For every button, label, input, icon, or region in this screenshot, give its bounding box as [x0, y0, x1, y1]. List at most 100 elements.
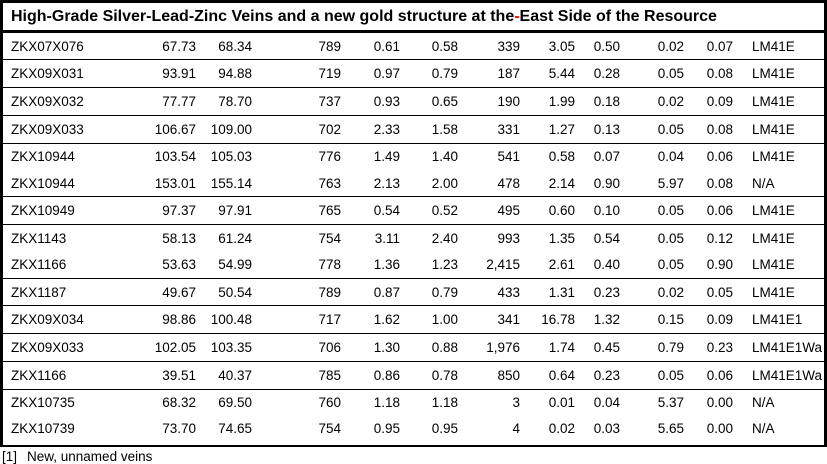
value-cell: 776: [318, 149, 341, 165]
value-cell: 0.79: [657, 339, 684, 355]
value-cell: 69.50: [218, 395, 252, 411]
table-row: ZKX09X031 93.91 94.88 719 0.97 0.79 187 5.44 0.2…: [3, 60, 824, 88]
table-row: ZKX09X032 77.77 78.70 737 0.93 0.65 190 1.99 0.1…: [3, 88, 824, 116]
drill-results-table: ZKX07X076 67.73 68.34 789 0.61 0.58 339 3.05 0.5…: [3, 33, 824, 442]
value-cell: 0.10: [593, 203, 620, 219]
value-cell: 5.37: [657, 395, 684, 411]
hole-id-cell: ZKX10739: [11, 421, 75, 437]
hole-id-cell: ZKX1143: [11, 230, 67, 246]
value-cell: 850: [497, 367, 520, 383]
value-cell: 3: [512, 395, 520, 411]
value-cell: 719: [318, 66, 341, 82]
value-cell: 0.79: [431, 66, 458, 82]
value-cell: 1.58: [431, 121, 458, 137]
table-row: ZKX09X033 106.67 109.00 702 2.33 1.58 331 1.27 0…: [3, 115, 824, 144]
value-cell: 0.00: [706, 421, 733, 437]
vein-name-cell: N/A: [752, 421, 775, 437]
value-cell: 478: [497, 175, 520, 191]
vein-name-cell: LM41E: [752, 66, 795, 82]
hole-id-cell: ZKX09X033: [11, 121, 84, 137]
value-cell: 67.73: [162, 38, 196, 54]
value-cell: 109.00: [210, 121, 252, 137]
value-cell: 0.02: [657, 284, 684, 300]
title-accent-hyphen: -: [514, 7, 520, 25]
vein-name-cell: N/A: [752, 395, 775, 411]
value-cell: 155.14: [210, 175, 252, 191]
hole-id-cell: ZKX09X031: [11, 66, 84, 82]
value-cell: 765: [318, 203, 341, 219]
value-cell: 0.05: [657, 203, 684, 219]
value-cell: 61.24: [218, 230, 252, 246]
value-cell: 0.18: [593, 93, 620, 109]
footnote-marker: [1]: [2, 449, 18, 464]
value-cell: 0.97: [373, 66, 400, 82]
value-cell: 0.04: [657, 149, 684, 165]
value-cell: 1.00: [431, 312, 458, 328]
value-cell: 763: [318, 175, 341, 191]
value-cell: 760: [318, 395, 341, 411]
value-cell: 0.09: [706, 312, 733, 328]
value-cell: 58.13: [162, 230, 196, 246]
value-cell: 5.65: [657, 421, 684, 437]
value-cell: 5.44: [548, 66, 575, 82]
vein-name-cell: LM41E1: [752, 312, 803, 328]
footnote-text: New, unnamed veins: [27, 449, 153, 464]
value-cell: 98.86: [162, 312, 196, 328]
value-cell: 0.02: [657, 38, 684, 54]
value-cell: 717: [318, 312, 341, 328]
value-cell: 103.54: [154, 149, 196, 165]
value-cell: 1.35: [548, 230, 575, 246]
value-cell: 106.67: [154, 121, 196, 137]
title-text-part2: East Side of the Resource: [519, 7, 717, 25]
table-row: ZKX10944 153.01 155.14 763 2.13 2.00 478 2.14 0.…: [3, 170, 824, 197]
hole-id-cell: ZKX10949: [11, 203, 75, 219]
value-cell: 2.13: [373, 175, 400, 191]
value-cell: 0.65: [431, 93, 458, 109]
vein-name-cell: LM41E1Wa: [752, 367, 823, 383]
value-cell: 0.87: [373, 284, 400, 300]
value-cell: 0.90: [593, 175, 620, 191]
value-cell: 702: [318, 121, 341, 137]
value-cell: 0.02: [657, 93, 684, 109]
table-row: ZKX1143 58.13 61.24 754 3.11 2.40 993 1.35 0.54 0…: [3, 224, 824, 251]
value-cell: 0.03: [593, 421, 620, 437]
value-cell: 153.01: [154, 175, 196, 191]
value-cell: 0.79: [431, 284, 458, 300]
hole-id-cell: ZKX10735: [11, 395, 75, 411]
value-cell: 339: [497, 38, 520, 54]
value-cell: 2.14: [548, 175, 575, 191]
table-row: ZKX10944 103.54 105.03 776 1.49 1.40 541 0.58 0.…: [3, 143, 824, 170]
value-cell: 102.05: [154, 339, 196, 355]
value-cell: 0.05: [657, 367, 684, 383]
value-cell: 0.08: [706, 66, 733, 82]
value-cell: 190: [497, 93, 520, 109]
value-cell: 1,976: [486, 339, 520, 355]
hole-id-cell: ZKX07X076: [11, 38, 84, 54]
value-cell: 2.00: [431, 175, 458, 191]
value-cell: 0.93: [373, 93, 400, 109]
value-cell: 0.23: [593, 367, 620, 383]
value-cell: 187: [497, 66, 520, 82]
value-cell: 94.88: [218, 66, 252, 82]
value-cell: 5.97: [657, 175, 684, 191]
value-cell: 778: [318, 256, 341, 272]
value-cell: 3.11: [374, 230, 400, 246]
vein-name-cell: LM41E: [752, 93, 795, 109]
value-cell: 0.58: [431, 38, 458, 54]
value-cell: 53.63: [162, 256, 196, 272]
value-cell: 0.64: [548, 367, 575, 383]
value-cell: 0.23: [706, 339, 733, 355]
value-cell: 16.78: [541, 312, 575, 328]
table-row: ZKX10735 68.32 69.50 760 1.18 1.18 3 0.01 0.04 5.…: [3, 389, 824, 416]
table-title: High-Grade Silver-Lead-Zinc Veins and a …: [3, 3, 824, 33]
value-cell: 54.99: [218, 256, 252, 272]
value-cell: 73.70: [162, 421, 196, 437]
value-cell: 93.91: [162, 66, 196, 82]
hole-id-cell: ZKX10944: [11, 175, 75, 191]
vein-name-cell: LM41E: [752, 38, 795, 54]
drill-results-table-box: High-Grade Silver-Lead-Zinc Veins and a …: [0, 0, 827, 447]
value-cell: 2.40: [431, 230, 458, 246]
value-cell: 97.91: [218, 203, 252, 219]
value-cell: 77.77: [162, 93, 196, 109]
